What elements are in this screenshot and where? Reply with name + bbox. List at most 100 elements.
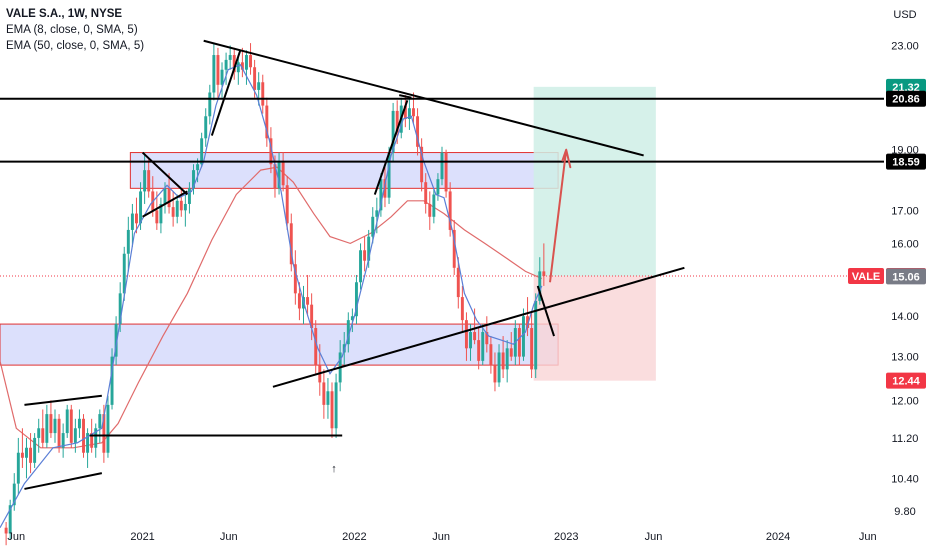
candle-body: [489, 344, 493, 366]
candle: [416, 108, 420, 156]
candle-body: [261, 82, 265, 106]
candle: [16, 437, 20, 495]
candle: [367, 229, 371, 268]
candle-body: [379, 179, 383, 211]
candle-body: [424, 182, 428, 204]
candle: [481, 324, 485, 366]
candle-body: [277, 161, 281, 189]
candle-body: [375, 210, 379, 217]
candle: [306, 274, 310, 317]
trendline: [536, 285, 555, 337]
candle-body: [244, 55, 248, 70]
candle: [314, 320, 318, 374]
candle: [505, 340, 509, 383]
candle-body: [8, 505, 12, 534]
trendline: [272, 266, 685, 388]
candle: [322, 369, 326, 419]
price-tick-label: 23.00: [891, 40, 919, 52]
candle: [167, 173, 171, 214]
price-tick-label: 12.00: [891, 395, 919, 407]
candle-body: [179, 200, 183, 211]
candle-body: [542, 271, 546, 277]
candle: [94, 423, 98, 458]
candle-body: [228, 55, 232, 60]
time-tick-label: Jun: [432, 531, 450, 543]
candle-body: [473, 332, 477, 341]
candle: [12, 473, 16, 511]
candle: [293, 250, 297, 305]
price-badge: [886, 372, 926, 389]
candle: [285, 176, 289, 230]
candle-body: [334, 382, 338, 429]
candle-body: [501, 352, 505, 370]
candle-body: [224, 59, 228, 70]
candle: [175, 194, 179, 224]
candle-body: [41, 428, 45, 443]
candle-body: [130, 213, 134, 230]
time-axis: Jun 2021 Jun 2022 Jun 2023 Jun 2024 Jun: [7, 531, 876, 543]
candle-body: [505, 348, 509, 370]
candle: [460, 285, 464, 333]
candle-body: [98, 414, 102, 429]
trendline: [373, 99, 409, 195]
price-badge-value: 18.59: [892, 157, 920, 169]
candle-body: [522, 316, 525, 357]
candle-body: [135, 213, 138, 224]
candle-body: [297, 293, 301, 309]
candle-body: [383, 179, 387, 198]
chart-legend: VALE S.A., 1W, NYSE EMA (8, close, 0, SM…: [6, 6, 144, 54]
candle-body: [187, 188, 191, 204]
candle: [452, 220, 456, 275]
candle: [277, 152, 281, 195]
candle-body: [293, 264, 297, 294]
candle-body: [456, 267, 460, 298]
candle: [204, 108, 208, 147]
candle: [179, 188, 183, 217]
candle: [216, 47, 220, 98]
candle-body: [306, 297, 310, 305]
candle: [8, 499, 12, 540]
price-tick-label: 17.00: [891, 205, 919, 217]
candle: [41, 409, 45, 448]
candle-body: [350, 316, 354, 321]
candle-body: [322, 382, 326, 405]
time-tick-label: Jun: [859, 531, 877, 543]
candle: [61, 423, 65, 458]
candle-body: [25, 447, 28, 458]
candle: [69, 404, 73, 448]
candle: [428, 191, 432, 230]
candle: [110, 348, 114, 410]
candle: [82, 414, 85, 458]
candle: [424, 173, 428, 214]
candle-body: [167, 188, 171, 208]
ema-fast-layer: [0, 64, 543, 528]
candle: [29, 433, 33, 474]
candle: [183, 194, 187, 227]
candle-body: [196, 164, 200, 171]
candle: [37, 418, 41, 453]
candle-body: [530, 328, 534, 370]
ema-slow-label: EMA (50, close, 0, SMA, 5): [6, 40, 145, 52]
candle-body: [20, 452, 24, 458]
candle-body: [45, 414, 49, 443]
candle: [363, 236, 367, 272]
candle-body: [526, 316, 530, 329]
candle-body: [37, 428, 41, 438]
candle: [420, 138, 424, 192]
candle: [436, 173, 440, 201]
candle-body: [122, 253, 126, 294]
candle-body: [86, 433, 90, 453]
candle: [432, 188, 436, 224]
candle-body: [155, 210, 159, 224]
trendline: [203, 39, 644, 157]
candle: [334, 373, 338, 438]
candle-body: [192, 170, 195, 189]
candle-body: [354, 282, 358, 317]
trendline: [210, 49, 242, 136]
candle-body: [371, 216, 375, 237]
price-tick-label: 10.40: [891, 473, 919, 485]
candle-body: [517, 328, 521, 357]
